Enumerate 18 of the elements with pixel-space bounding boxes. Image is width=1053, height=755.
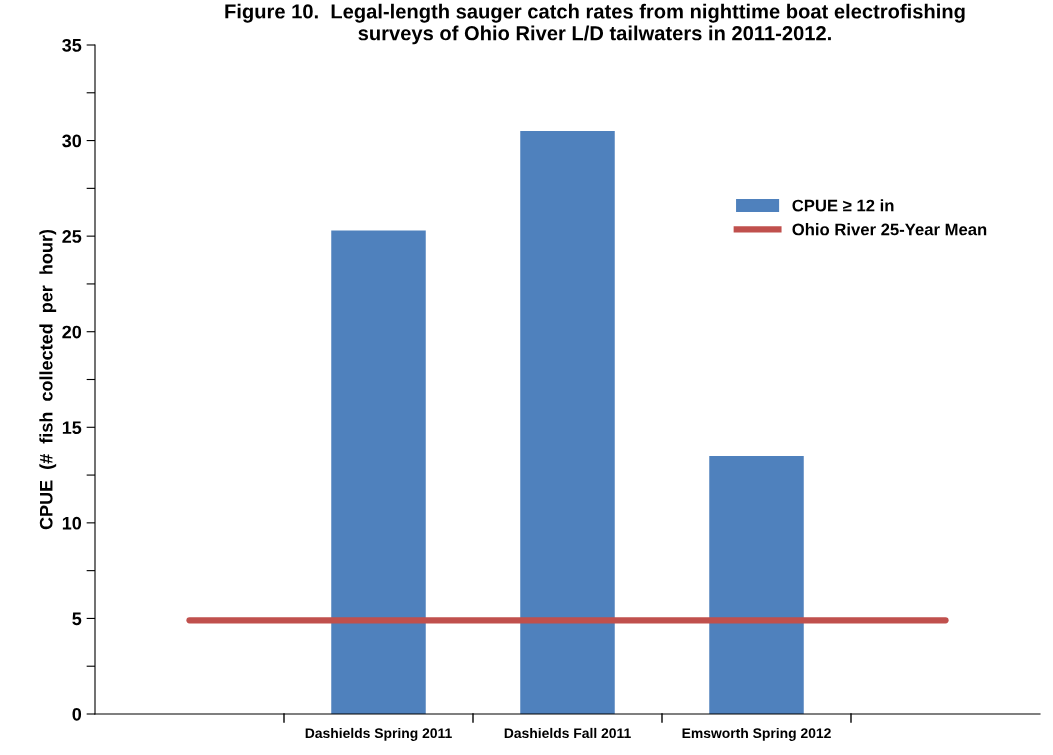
bar (520, 131, 615, 714)
bar (331, 230, 426, 714)
y-tick-label: 5 (72, 612, 82, 626)
y-tick-label: 30 (62, 134, 82, 148)
y-tick-label: 25 (62, 230, 82, 243)
y-tick-label: 10 (62, 516, 82, 530)
y-axis-title: CPUE (# fish collected per hour) (39, 229, 57, 530)
x-tick-label: Emsworth Spring 2012 (682, 727, 831, 741)
x-tick-label: Dashields Spring 2011 (305, 727, 452, 741)
y-tick-label: 15 (62, 421, 82, 435)
legend-label: CPUE ≥ 12 in (792, 199, 894, 212)
chart-title: Figure 10. Legal-length sauger catch rates from nighttime boat electrofishing surveys of Ohio River L/D tailwaters in 2011-2012. (225, 3, 965, 45)
x-tick-label: Dashields Fall 2011 (504, 727, 631, 739)
bar (709, 455, 804, 714)
y-tick-label: 35 (62, 38, 82, 52)
y-tick-label: 20 (62, 325, 82, 339)
y-tick-label: 0 (72, 707, 82, 721)
legend-label: Ohio River 25-Year Mean (792, 223, 987, 236)
